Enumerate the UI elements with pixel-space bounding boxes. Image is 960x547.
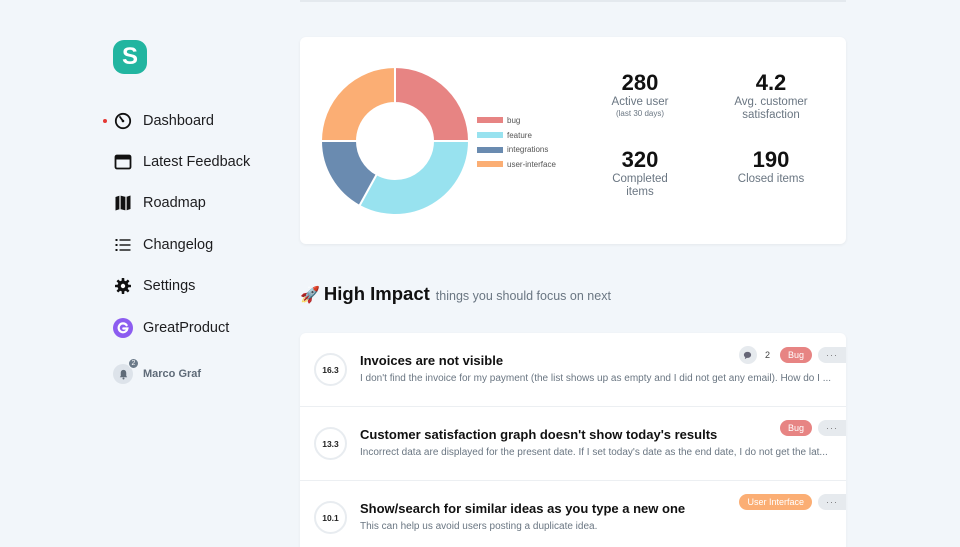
item-description: I don't find the invoice for my payment …: [360, 373, 832, 384]
sidebar-item-settings[interactable]: Settings: [113, 266, 250, 307]
item-tags: Bug ···: [779, 420, 846, 436]
stat-sublabel: (last 30 days): [615, 109, 665, 118]
legend-swatch: [477, 161, 503, 168]
item-description: Incorrect data are displayed for the pre…: [360, 447, 828, 458]
legend-swatch: [477, 117, 503, 124]
item-tags: 2 Bug ···: [738, 346, 846, 364]
item-title[interactable]: Show/search for similar ideas as you typ…: [360, 501, 686, 516]
stats-card: bug feature integrations user-interface 280…: [300, 37, 846, 244]
chart-legend: bug feature integrations user-interface: [477, 113, 556, 172]
tag-bug[interactable]: Bug: [779, 420, 812, 436]
active-indicator: [103, 118, 107, 123]
tag-bug[interactable]: Bug: [779, 347, 812, 363]
list-item[interactable]: 13.3 Customer satisfaction graph doesn't…: [300, 407, 846, 481]
category-donut-chart: [320, 66, 470, 216]
legend-label: bug: [507, 115, 521, 125]
section-subtitle: things you should focus on next: [435, 289, 611, 303]
top-divider: [300, 0, 846, 2]
product-logo-icon: [113, 317, 133, 338]
rocket-icon: 🚀: [300, 287, 320, 304]
stat-label: Completed items: [612, 173, 668, 198]
legend-item-feature: feature: [477, 128, 556, 143]
tag-user-interface[interactable]: User Interface: [739, 494, 812, 510]
section-title: High Impact: [323, 283, 430, 304]
notification-count-badge: 2: [128, 358, 139, 369]
app-logo[interactable]: S: [113, 40, 147, 74]
list-icon: [113, 235, 133, 255]
sidebar-item-label: Roadmap: [143, 195, 206, 212]
gear-icon: [113, 276, 133, 296]
legend-label: integrations: [507, 145, 549, 155]
sidebar-item-latest-feedback[interactable]: Latest Feedback: [113, 141, 250, 182]
more-options-button[interactable]: ···: [818, 494, 846, 510]
sidebar-item-label: GreatProduct: [143, 319, 230, 336]
notification-bell-icon[interactable]: 2: [113, 358, 139, 384]
item-tags: User Interface ···: [739, 494, 846, 510]
sidebar-item-label: Changelog: [143, 236, 214, 253]
donut-slice-bug: [394, 66, 470, 142]
stat-closed: 190 Closed items: [716, 147, 826, 186]
sidebar-item-dashboard[interactable]: Dashboard: [103, 100, 250, 141]
sidebar-item-changelog[interactable]: Changelog: [113, 224, 250, 265]
donut-slice-user-interface: [320, 66, 396, 142]
user-name: Marco Graf: [143, 368, 202, 380]
sidebar-nav: Dashboard Latest Feedback Roadmap Change…: [103, 100, 250, 348]
comment-count-value: 2: [764, 350, 770, 360]
stat-value: 4.2: [755, 70, 787, 95]
user-profile[interactable]: 2 Marco Graf: [113, 358, 202, 384]
comment-count[interactable]: 2: [738, 346, 770, 364]
sidebar-item-label: Settings: [143, 278, 196, 295]
more-options-button[interactable]: ···: [818, 347, 846, 363]
legend-item-integrations: integrations: [477, 142, 556, 157]
sidebar-item-label: Dashboard: [143, 112, 214, 129]
stat-value: 280: [621, 70, 659, 95]
item-title[interactable]: Invoices are not visible: [360, 353, 504, 368]
item-description: This can help us avoid users posting a d…: [360, 521, 598, 532]
high-impact-list: 16.3 Invoices are not visible I don't fi…: [300, 333, 846, 547]
legend-item-bug: bug: [477, 113, 556, 128]
impact-score: 16.3: [314, 353, 347, 386]
map-icon: [113, 193, 133, 213]
stat-satisfaction: 4.2 Avg. customer satisfaction: [716, 70, 826, 122]
legend-label: feature: [507, 130, 532, 140]
more-options-button[interactable]: ···: [818, 420, 846, 436]
sidebar-item-label: Latest Feedback: [143, 154, 251, 171]
stat-label: Active user: [611, 96, 669, 108]
legend-swatch: [477, 146, 503, 153]
stat-value: 320: [621, 147, 659, 172]
list-item[interactable]: 10.1 Show/search for similar ideas as yo…: [300, 481, 846, 547]
impact-score: 10.1: [314, 501, 347, 534]
stat-label: Avg. customer satisfaction: [734, 96, 808, 121]
calendar-icon: [113, 152, 133, 172]
stat-label: Closed items: [737, 173, 805, 185]
legend-item-user-interface: user-interface: [477, 157, 556, 172]
comment-icon: [738, 346, 757, 364]
sidebar-item-greatproduct[interactable]: GreatProduct: [113, 307, 250, 348]
legend-label: user-interface: [507, 159, 556, 169]
list-item[interactable]: 16.3 Invoices are not visible I don't fi…: [300, 333, 846, 407]
legend-swatch: [477, 132, 503, 139]
high-impact-heading: 🚀 High Impact things you should focus on…: [300, 283, 611, 305]
dashboard-gauge-icon: [113, 111, 133, 131]
stat-value: 190: [752, 147, 790, 172]
stat-active-users: 280 Active user (last 30 days): [585, 70, 695, 119]
donut-slice-feature: [357, 140, 470, 216]
impact-score: 13.3: [314, 427, 347, 460]
item-title[interactable]: Customer satisfaction graph doesn't show…: [360, 427, 718, 442]
sidebar-item-roadmap[interactable]: Roadmap: [113, 183, 250, 224]
stat-completed: 320 Completed items: [585, 147, 695, 199]
